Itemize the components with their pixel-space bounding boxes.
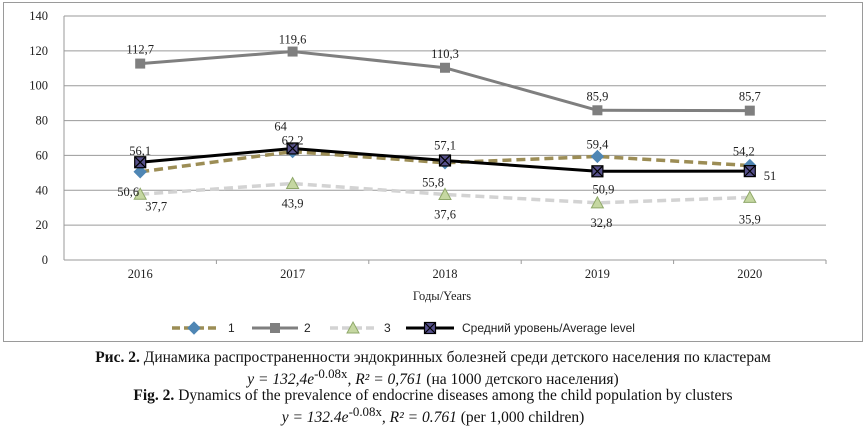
data-label: 64 <box>274 119 287 133</box>
x-tick-label: 2020 <box>737 267 762 281</box>
data-label: 50,9 <box>592 182 614 196</box>
x-square-marker <box>286 142 299 155</box>
data-label: 37,6 <box>434 207 456 221</box>
formula-ru-r2: , R² = 0,761 <box>347 371 423 389</box>
data-label: 55,8 <box>422 176 444 190</box>
data-label: 62,2 <box>282 134 304 148</box>
triangle-marker <box>133 187 148 200</box>
x-square-marker-cross <box>286 142 299 155</box>
formula-ru-note: (на 1000 детского населения) <box>422 371 619 389</box>
legend-item-4: Средний уровень/Average level <box>406 321 635 335</box>
triangle-marker <box>285 176 300 189</box>
caption-russian: Рис. 2. Динамика распространенности эндо… <box>0 350 866 366</box>
triangle-marker <box>590 195 605 209</box>
y-tick-label: 120 <box>29 44 48 58</box>
chart-frame <box>3 2 863 342</box>
data-label: 54,2 <box>733 145 755 159</box>
data-label: 35,9 <box>739 212 761 226</box>
data-label: 57,1 <box>434 138 456 152</box>
diamond-marker <box>133 165 147 179</box>
series-2 <box>135 46 755 116</box>
data-label: 59,4 <box>586 137 609 151</box>
triangle-marker <box>346 320 360 334</box>
x-tick-label: 2018 <box>433 267 458 281</box>
data-label: 43,9 <box>282 196 304 210</box>
x-square-marker-cross <box>743 165 756 178</box>
diamond-marker <box>187 321 201 335</box>
square-marker <box>440 62 450 73</box>
x-tick-label: 2017 <box>280 267 305 281</box>
y-tick-label: 60 <box>36 148 49 162</box>
formula-ru-exponent: -0.08x <box>314 366 348 381</box>
legend-label: 1 <box>228 321 235 335</box>
square-marker <box>270 323 280 333</box>
x-square-marker <box>743 165 756 178</box>
y-tick-label: 100 <box>29 79 48 93</box>
data-labels: 50,6 62,2 55,8 59,4 54,2 112,7 119,6 110,3 85,9 8… <box>117 33 776 230</box>
data-label: 85,7 <box>739 90 761 104</box>
x-square-marker <box>438 154 452 167</box>
caption-english-formula: y = 132.4e-0.08x, R² = 0.761 (per 1,000 … <box>0 404 866 426</box>
triangle-marker <box>742 190 757 203</box>
series-line <box>139 149 750 174</box>
x-square-marker-cross <box>439 154 451 167</box>
square-marker <box>744 105 755 116</box>
formula-en-base: y = 132.4e <box>281 409 349 426</box>
caption-ru-prefix: Рис. 2. <box>95 349 140 366</box>
data-label: 32,8 <box>590 216 612 230</box>
x-tick-label: 2016 <box>128 267 153 281</box>
formula-ru-base: y = 132,4e <box>247 371 315 389</box>
x-axis-tick-labels: 2016 2017 2018 2019 2020 <box>128 267 763 281</box>
y-tick-label: 140 <box>29 9 48 23</box>
square-marker <box>287 46 298 57</box>
y-axis-tick-labels: 0 20 40 60 80 100 120 140 <box>29 9 48 267</box>
formula-en-note: (per 1,000 children) <box>456 409 585 426</box>
y-tick-label: 80 <box>36 114 49 128</box>
x-tick-label: 2019 <box>585 267 610 281</box>
x-square-marker-cross <box>591 165 604 178</box>
y-tick-label: 20 <box>36 218 49 232</box>
series-line <box>140 181 750 205</box>
square-marker <box>592 105 603 116</box>
series-4 <box>134 142 756 178</box>
data-label: 112,7 <box>126 43 154 57</box>
data-label: 85,9 <box>586 89 608 103</box>
formula-en-exponent: -0.08x <box>348 404 382 419</box>
x-square-marker <box>591 165 604 178</box>
y-tick-label: 40 <box>36 183 49 197</box>
x-axis-label: Годы/Years <box>413 289 471 303</box>
data-label: 51 <box>764 169 777 183</box>
data-label: 110,3 <box>431 47 459 61</box>
series-lines <box>133 46 757 209</box>
gridlines <box>63 15 827 264</box>
caption-en-text: Dynamics of the prevalence of endocrine … <box>174 387 733 404</box>
y-tick-label: 0 <box>42 253 48 267</box>
data-label: 119,6 <box>279 33 307 47</box>
caption-russian-formula: y = 132,4e-0.08x, R² = 0,761 (на 1000 де… <box>0 366 866 388</box>
legend-label: 2 <box>304 321 311 335</box>
data-label: 56,1 <box>129 144 151 158</box>
triangle-marker <box>438 187 452 200</box>
caption-english: Fig. 2. Dynamics of the prevalence of en… <box>0 388 866 404</box>
square-marker <box>135 58 146 69</box>
legend-item-1: 1 <box>172 321 235 335</box>
legend: 1 2 3 Средний уровень/Average level <box>172 320 635 335</box>
x-square-marker <box>423 321 437 335</box>
data-label: 50,6 <box>117 185 139 199</box>
legend-item-3: 3 <box>330 320 391 335</box>
legend-item-2: 2 <box>252 321 311 335</box>
x-square-marker <box>134 156 147 169</box>
formula-en-r2: , R² = 0.761 <box>381 409 457 426</box>
caption-en-prefix: Fig. 2. <box>133 387 175 404</box>
data-label: 37,7 <box>145 199 167 213</box>
x-square-marker-cross <box>134 156 147 169</box>
diamond-marker <box>590 149 605 164</box>
series-3 <box>133 176 757 209</box>
legend-label: Средний уровень/Average level <box>462 321 635 335</box>
x-square-marker-cross <box>424 322 436 334</box>
legend-label: 3 <box>384 321 391 335</box>
caption-ru-text: Динамика распространенности эндокринных … <box>139 349 771 366</box>
